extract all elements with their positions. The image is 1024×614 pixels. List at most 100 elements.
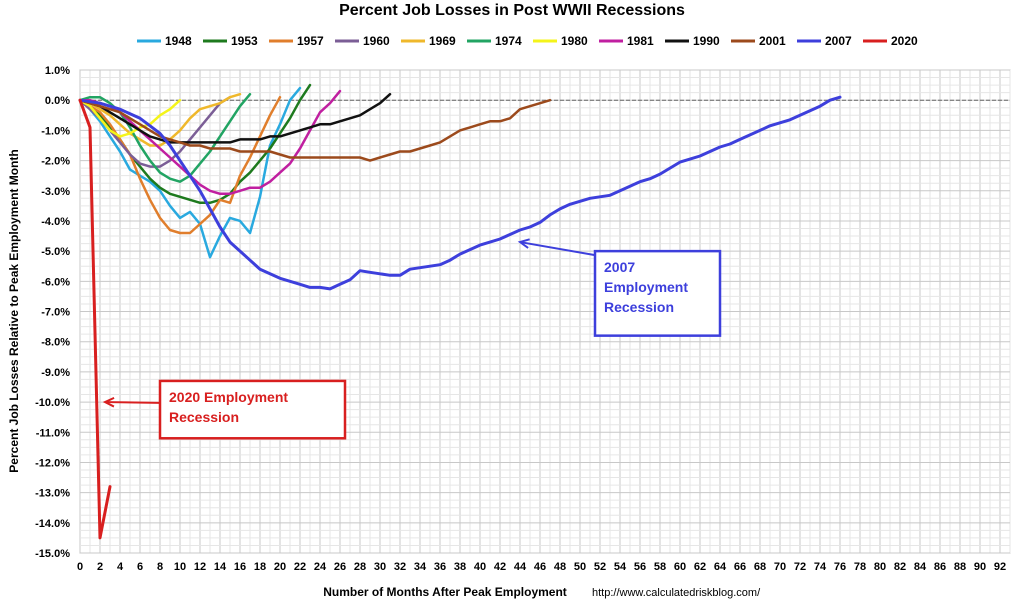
legend-label-1957: 1957 (297, 34, 324, 48)
y-tick-label: -15.0% (35, 548, 70, 560)
x-tick-label: 76 (834, 561, 846, 573)
source-url: http://www.calculatedriskblog.com/ (592, 587, 761, 599)
legend-label-2020: 2020 (891, 34, 918, 48)
series-line-2020 (78, 98, 112, 540)
x-tick-label: 42 (494, 561, 506, 573)
x-tick-label: 90 (974, 561, 986, 573)
legend-label-1974: 1974 (495, 34, 522, 48)
series-line-1990 (78, 92, 392, 144)
y-tick-label: -13.0% (35, 488, 70, 500)
x-tick-label: 14 (214, 561, 227, 573)
x-tick-label: 44 (514, 561, 527, 573)
grid (79, 69, 1011, 554)
x-tick-label: 84 (914, 561, 927, 573)
y-tick-label: -1.0% (41, 125, 70, 137)
y-tick-label: -9.0% (41, 367, 70, 379)
legend-label-1980: 1980 (561, 34, 588, 48)
x-tick-label: 78 (854, 561, 866, 573)
annotation-box-1 (158, 379, 347, 440)
x-tick-label: 50 (574, 561, 586, 573)
y-tick-label: 0.0% (45, 95, 70, 107)
y-tick-label: -14.0% (35, 518, 70, 530)
annotation-box-0 (593, 249, 722, 337)
annotation-arrow-line (104, 401, 161, 404)
x-tick-label: 46 (534, 561, 546, 573)
x-tick-label: 88 (954, 561, 966, 573)
annotations: 2007 Employment Recession 2020 Employment Re… (102, 238, 722, 440)
y-tick-label: -3.0% (41, 186, 70, 198)
x-tick-label: 58 (654, 561, 666, 573)
y-tick-label: 1.0% (45, 65, 70, 77)
x-tick-label: 48 (554, 561, 566, 573)
x-tick-label: 66 (734, 561, 746, 573)
x-tick-label: 34 (414, 561, 427, 573)
x-tick-label: 0 (77, 561, 83, 573)
annotation-text: Recession (169, 409, 239, 425)
x-tick-label: 28 (354, 561, 366, 573)
x-tick-label: 68 (754, 561, 766, 573)
annotation-text: 2020 Employment (169, 389, 288, 405)
series-lines (78, 83, 842, 540)
series-line-2007 (78, 95, 842, 291)
x-tick-label: 2 (97, 561, 103, 573)
x-tick-label: 74 (814, 561, 827, 573)
x-tick-label: 56 (634, 561, 646, 573)
x-tick-label: 40 (474, 561, 486, 573)
x-tick-label: 54 (614, 561, 627, 573)
legend-label-2007: 2007 (825, 34, 852, 48)
legend: 1948 1953 1957 1960 1969 1974 1980 1981 1990 2001… (137, 34, 918, 48)
x-tick-label: 82 (894, 561, 906, 573)
series-line-2001 (78, 98, 552, 162)
legend-label-2001: 2001 (759, 34, 786, 48)
x-tick-label: 72 (794, 561, 806, 573)
x-tick-label: 86 (934, 561, 946, 573)
legend-label-1990: 1990 (693, 34, 720, 48)
y-tick-label: -12.0% (35, 457, 70, 469)
series-line-1974 (78, 92, 252, 183)
x-tick-label: 20 (274, 561, 286, 573)
x-tick-label: 62 (694, 561, 706, 573)
x-tick-label: 36 (434, 561, 446, 573)
x-tick-label: 38 (454, 561, 466, 573)
x-tick-label: 26 (334, 561, 346, 573)
chart-title: Percent Job Losses in Post WWII Recessio… (339, 2, 685, 19)
legend-label-1960: 1960 (363, 34, 390, 48)
y-axis-label: Percent Job Losses Relative to Peak Empl… (7, 149, 21, 472)
series-line-1980 (78, 98, 182, 138)
annotation-arrow-head (102, 396, 115, 408)
x-tick-label: 60 (674, 561, 686, 573)
legend-label-1981: 1981 (627, 34, 654, 48)
legend-label-1948: 1948 (165, 34, 192, 48)
annotation-text: Recession (604, 299, 674, 315)
x-tick-label: 92 (994, 561, 1006, 573)
annotation-arrow-line (519, 241, 596, 257)
x-tick-label: 22 (294, 561, 306, 573)
series-line-1957 (78, 95, 282, 235)
y-tick-label: -5.0% (41, 246, 70, 258)
series-line-1948 (78, 86, 302, 259)
x-tick-label: 4 (117, 561, 124, 573)
series-line-1969 (78, 92, 242, 147)
x-tick-label: 10 (174, 561, 186, 573)
x-tick-label: 18 (254, 561, 266, 573)
x-tick-label: 52 (594, 561, 606, 573)
annotation-text: 2007 (604, 259, 635, 275)
x-tick-label: 30 (374, 561, 386, 573)
annotation-text: Employment (604, 279, 688, 295)
y-tick-label: -6.0% (41, 276, 70, 288)
x-tick-label: 64 (714, 561, 727, 573)
x-tick-label: 32 (394, 561, 406, 573)
x-tick-label: 80 (874, 561, 886, 573)
x-tick-label: 24 (314, 561, 327, 573)
x-tick-label: 6 (137, 561, 143, 573)
x-tick-label: 8 (157, 561, 163, 573)
legend-label-1953: 1953 (231, 34, 258, 48)
y-tick-label: -2.0% (41, 156, 70, 168)
y-tick-label: -11.0% (36, 427, 70, 439)
x-tick-label: 12 (194, 561, 206, 573)
x-axis-ticks: 0 2 4 6 8 10 12 14 16 18 20 22 24 26 28 30 32 34 36 38 40 42 4… (77, 561, 1006, 573)
y-axis-ticks: 1.0% 0.0% -1.0% -2.0% -3.0% -4.0% -5.0% -6.0% -7… (35, 65, 70, 560)
y-tick-label: -4.0% (41, 216, 70, 228)
x-tick-label: 16 (234, 561, 246, 573)
